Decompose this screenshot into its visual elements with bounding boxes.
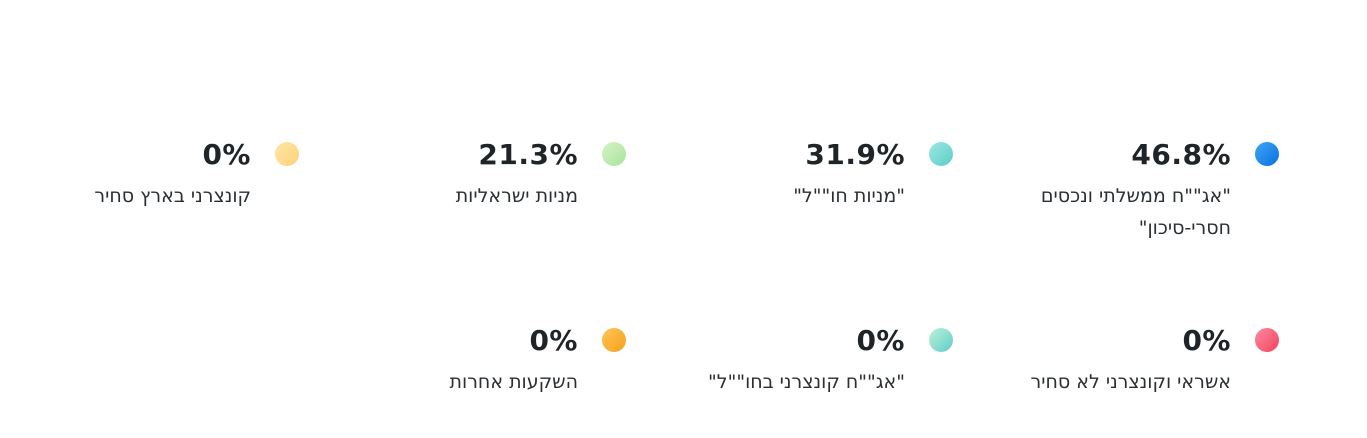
circle-dot-icon	[1255, 328, 1279, 352]
legend-item-other-investments: 0% השקעות אחרות	[326, 324, 626, 398]
legend-percent: 0%	[1182, 323, 1231, 357]
legend-label: "אג""ח ממשלתי ונכסים חסרי-סיכון"	[1040, 185, 1231, 239]
legend-percent: 0%	[202, 137, 251, 171]
legend-percent: 46.8%	[1131, 137, 1231, 171]
circle-dot-icon	[929, 142, 953, 166]
legend-percent: 0%	[856, 323, 905, 357]
legend-label: השקעות אחרות	[449, 371, 578, 393]
legend-item-foreign-corporate-bonds: 0% "אג""ח קונצרני בחו""ל"	[653, 324, 953, 398]
circle-dot-icon	[1255, 142, 1279, 166]
circle-dot-icon	[602, 142, 626, 166]
legend-label: מניות ישראליות	[455, 185, 578, 207]
legend-label: קונצרני בארץ סחיר	[94, 185, 251, 207]
legend-item-domestic-corporate: 0% קונצרני בארץ סחיר	[0, 138, 299, 212]
legend-percent: 31.9%	[805, 137, 905, 171]
legend-label: "מניות חו""ל"	[793, 185, 905, 207]
legend-label: "אג""ח קונצרני בחו""ל"	[708, 371, 905, 393]
legend-item-foreign-stocks: 31.9% "מניות חו""ל"	[653, 138, 953, 212]
legend-percent: 0%	[529, 323, 578, 357]
circle-dot-icon	[602, 328, 626, 352]
circle-dot-icon	[275, 142, 299, 166]
legend-item-israeli-stocks: 21.3% מניות ישראליות	[326, 138, 626, 212]
legend-item-credit-nontradable: 0% אשראי וקונצרני לא סחיר	[979, 324, 1279, 398]
legend-label: אשראי וקונצרני לא סחיר	[1030, 371, 1231, 393]
legend-item-government-bonds: 46.8% "אג""ח ממשלתי ונכסים חסרי-סיכון"	[979, 138, 1279, 244]
legend-percent: 21.3%	[478, 137, 578, 171]
circle-dot-icon	[929, 328, 953, 352]
